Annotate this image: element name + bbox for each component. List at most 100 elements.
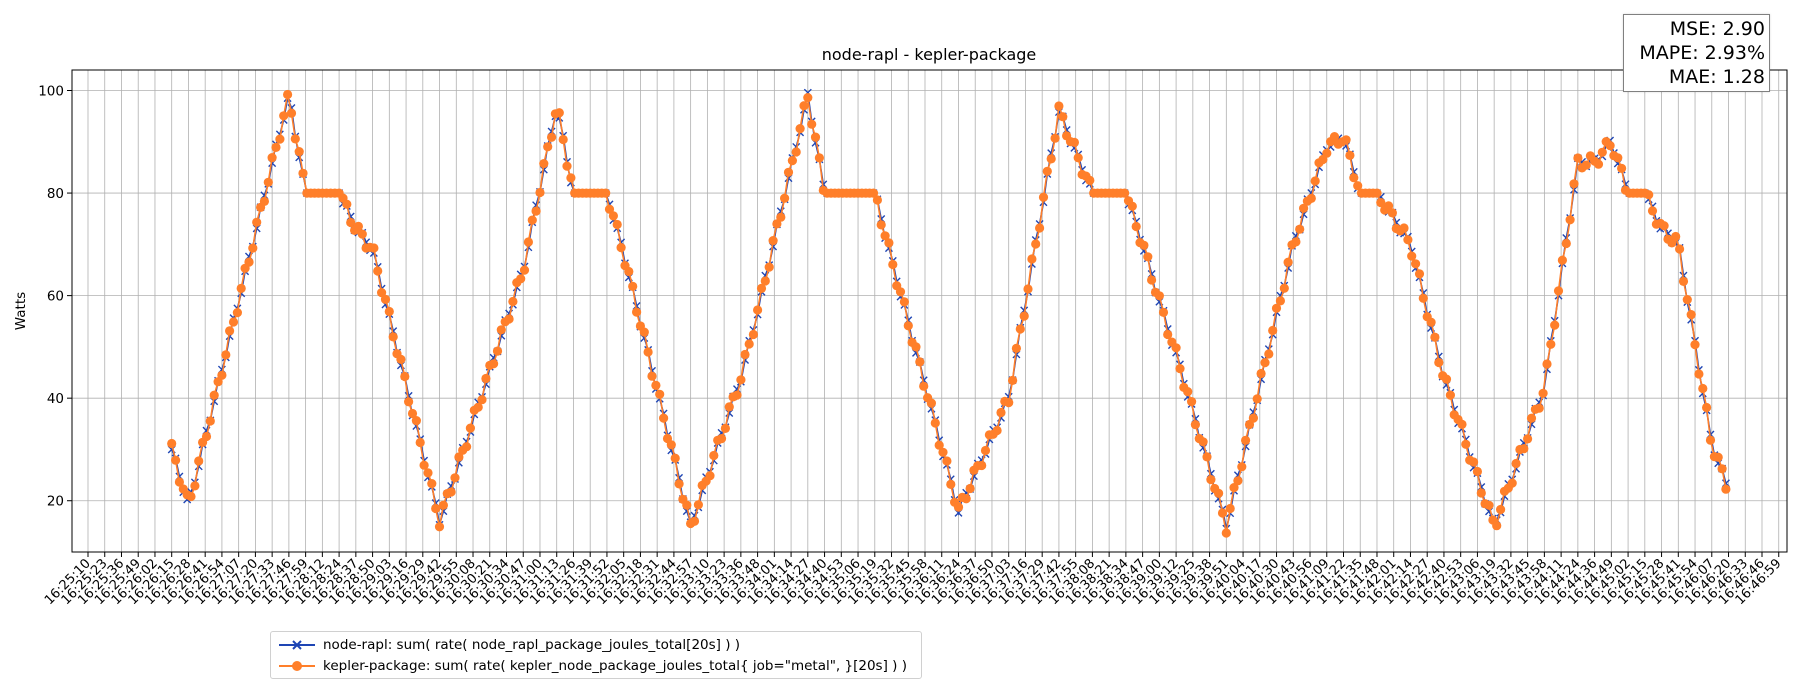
data-point bbox=[263, 177, 273, 187]
data-point bbox=[1154, 291, 1164, 301]
data-point bbox=[639, 327, 649, 337]
data-point bbox=[171, 455, 181, 465]
data-point bbox=[1713, 452, 1723, 462]
data-point bbox=[1058, 112, 1068, 122]
data-point bbox=[934, 440, 944, 450]
data-point bbox=[473, 402, 483, 412]
data-point bbox=[427, 479, 437, 489]
data-point bbox=[1617, 163, 1627, 173]
data-point bbox=[643, 347, 653, 357]
data-point bbox=[1163, 329, 1173, 340]
data-point bbox=[554, 108, 564, 118]
data-point bbox=[1694, 369, 1704, 379]
data-point bbox=[1445, 390, 1455, 400]
data-point bbox=[407, 408, 418, 419]
data-point bbox=[724, 402, 734, 412]
data-point bbox=[1183, 387, 1193, 397]
data-point bbox=[1581, 160, 1591, 170]
data-point bbox=[400, 371, 410, 382]
data-point bbox=[496, 325, 506, 335]
data-point bbox=[167, 438, 177, 449]
data-point bbox=[953, 502, 964, 512]
data-point bbox=[492, 346, 503, 356]
y-axis: 20 40 60 80 100 bbox=[38, 84, 72, 510]
data-point bbox=[1131, 221, 1141, 232]
legend-label-kepler-package: kepler-package: sum( rate( kepler_node_p… bbox=[323, 658, 907, 674]
mse-value: MSE: 2.90 bbox=[1669, 18, 1765, 40]
legend-item-kepler-package: kepler-package: sum( rate( kepler_node_p… bbox=[279, 656, 907, 676]
data-point bbox=[1004, 398, 1014, 408]
data-point bbox=[1414, 269, 1425, 279]
data-point bbox=[612, 219, 622, 230]
data-point bbox=[1202, 452, 1212, 462]
data-point bbox=[1534, 403, 1544, 413]
y-tick-label: 80 bbox=[47, 186, 64, 202]
x-axis: 16:25:1016:25:2316:25:3616:25:4916:26:02… bbox=[42, 552, 1785, 608]
data-point bbox=[1027, 254, 1037, 264]
data-point bbox=[205, 416, 215, 426]
data-point bbox=[373, 266, 383, 276]
data-point bbox=[489, 359, 499, 369]
data-point bbox=[1597, 147, 1607, 157]
data-point bbox=[1557, 255, 1567, 265]
data-point bbox=[1469, 457, 1479, 467]
data-point bbox=[1268, 325, 1278, 336]
data-point bbox=[1553, 286, 1564, 296]
data-point bbox=[1042, 166, 1052, 176]
data-point bbox=[1073, 153, 1083, 163]
data-point bbox=[1233, 476, 1243, 486]
data-point bbox=[1573, 153, 1583, 163]
data-point bbox=[689, 516, 700, 526]
data-point bbox=[1011, 343, 1022, 353]
data-point bbox=[716, 434, 727, 444]
data-point bbox=[903, 321, 913, 331]
data-point bbox=[1256, 368, 1266, 379]
data-point bbox=[186, 491, 196, 502]
data-point bbox=[1461, 439, 1471, 449]
data-point bbox=[1376, 198, 1386, 208]
data-point bbox=[446, 487, 456, 497]
data-point bbox=[880, 231, 890, 241]
data-point bbox=[523, 237, 534, 247]
data-point bbox=[926, 398, 937, 408]
data-point bbox=[1426, 317, 1436, 327]
data-point bbox=[1550, 320, 1560, 330]
data-point bbox=[1678, 276, 1689, 286]
data-point bbox=[1496, 504, 1506, 515]
data-point bbox=[919, 381, 929, 391]
data-point bbox=[190, 481, 200, 491]
data-point bbox=[772, 219, 782, 229]
data-point bbox=[1225, 503, 1235, 514]
data-point bbox=[217, 370, 227, 380]
data-point bbox=[465, 423, 475, 433]
data-point bbox=[1492, 521, 1502, 531]
data-point bbox=[1484, 500, 1494, 510]
data-point bbox=[1399, 223, 1409, 233]
data-point bbox=[1206, 475, 1216, 485]
data-point bbox=[1038, 192, 1049, 202]
data-point bbox=[911, 342, 921, 352]
metrics-box: MSE: 2.90 MAPE: 2.93% MAE: 1.28 bbox=[1623, 14, 1770, 92]
legend-item-node-rapl: node-rapl: sum( rate( node_rapl_package_… bbox=[279, 635, 740, 655]
data-point bbox=[228, 317, 239, 327]
data-point bbox=[1198, 437, 1208, 447]
data-point bbox=[174, 477, 184, 487]
data-point bbox=[1538, 388, 1548, 398]
data-point bbox=[628, 281, 638, 291]
data-point bbox=[369, 243, 379, 253]
data-point bbox=[670, 453, 680, 463]
data-point bbox=[810, 132, 821, 142]
data-point bbox=[632, 307, 642, 317]
data-point bbox=[601, 188, 611, 198]
y-tick-label: 60 bbox=[47, 289, 64, 305]
data-point bbox=[209, 390, 219, 400]
data-point bbox=[1329, 132, 1340, 142]
data-point bbox=[244, 257, 254, 267]
data-point bbox=[1341, 135, 1351, 145]
data-point bbox=[1717, 464, 1727, 474]
data-point bbox=[1384, 201, 1394, 211]
data-point bbox=[279, 111, 289, 121]
data-point bbox=[377, 288, 387, 298]
data-point bbox=[946, 479, 956, 489]
data-point bbox=[434, 522, 445, 532]
